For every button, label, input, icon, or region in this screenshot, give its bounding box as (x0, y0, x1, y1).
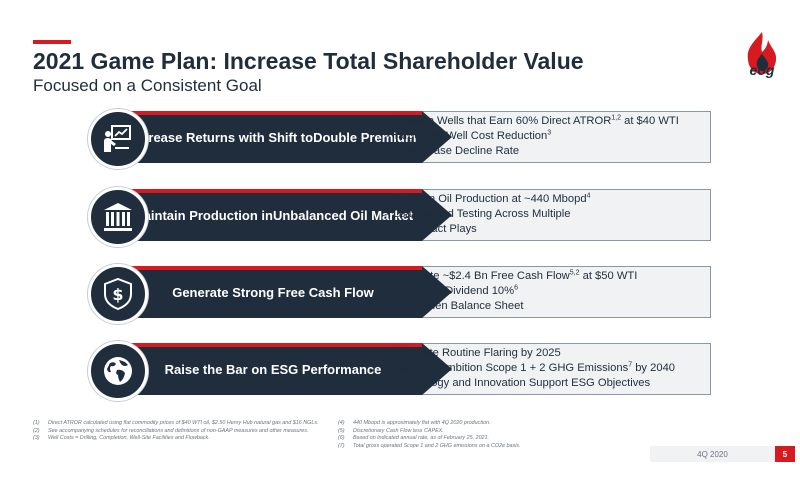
goal-label-line1: Maintain Production in (132, 207, 273, 223)
footnote: (3) Well Costs = Drilling, Completion, We… (33, 435, 210, 442)
bullet-item: - Target 5% Well Cost Reduction3 (386, 129, 552, 142)
footnote-ref: 7 (628, 361, 633, 369)
page-number: 5 (775, 446, 795, 462)
goal-banner (116, 189, 452, 241)
footnote: (5) Discretionary Cash Flow less CAPEX. (338, 427, 444, 434)
footer-quarter: 4Q 2020 (650, 446, 775, 462)
goal-row: Raise the Bar on ESG Performance - Elimin… (88, 341, 711, 401)
goal-icon-badge (88, 187, 148, 247)
goal-banner (116, 343, 452, 395)
goal-banner-accent (116, 189, 422, 193)
bullet-item: - Generate ~$2.4 Bn Free Cash Flow5,2 at… (386, 269, 638, 282)
goal-label: Increase Returns with Shift to Double Pre… (128, 111, 418, 163)
goal-banner (116, 266, 452, 318)
goal-banner-accent (116, 111, 422, 115)
bullet-item: - Eliminate Routine Flaring by 2025 (386, 347, 561, 359)
goal-label-line1: Raise the Bar on ESG Performance (164, 361, 382, 377)
goal-icon-badge: $ (88, 264, 148, 324)
goal-banner-accent (116, 266, 422, 270)
goal-row: Maintain Production in Unbalanced Oil Mar… (88, 187, 711, 247)
goal-banner-accent (116, 343, 422, 347)
page-title: 2021 Game Plan: Increase Total Sharehold… (33, 48, 584, 74)
footnote-ref: 5,2 (569, 269, 580, 277)
goal-banner (116, 111, 452, 163)
goal-bullets: - Develop Wells that Earn 60% Direct ATR… (386, 114, 706, 159)
goal-label-line2: Unbalanced Oil Market (272, 207, 414, 223)
title-accent-line (33, 40, 71, 44)
bullet-item: - Leasing and Testing Across Multiple (386, 208, 571, 220)
goal-label: Generate Strong Free Cash Flow (128, 266, 418, 318)
goal-bullets: - Generate ~$2.4 Bn Free Cash Flow5,2 at… (386, 269, 706, 314)
footnote-ref: 6 (514, 284, 519, 292)
footnote: (7) Total gross operated Scope 1 and 2 GH… (338, 442, 521, 449)
bullet-item: - Technology and Innovation Support ESG … (386, 377, 651, 389)
footnote: (2) See accompanying schedules for reconc… (33, 427, 309, 434)
dollar-shield-icon: $ (104, 277, 132, 311)
goal-row: Generate Strong Free Cash Flow $ - Generat… (88, 264, 711, 324)
bullet-item: - Lower Base Decline Rate (386, 145, 520, 157)
footnote: (4) 440 Mbopd is approximately flat with … (338, 420, 491, 426)
goal-label-line1: Generate Strong Free Cash Flow (172, 284, 374, 300)
goal-label-line2: Double Premium (313, 129, 417, 145)
goal-icon-badge (88, 341, 148, 401)
goal-icon-badge (88, 109, 148, 169)
svg-text:$: $ (112, 285, 123, 304)
bullet-item: - Strengthen Balance Sheet (386, 300, 524, 312)
footnote-ref: 1,2 (611, 114, 622, 122)
columns-building-icon (104, 203, 132, 231)
goal-label-line1: Increase Returns with Shift to (129, 129, 314, 145)
footnote: (6) Based on indicated annual rate, as of… (338, 435, 490, 442)
bullet-item: High-Impact Plays (386, 223, 477, 235)
footnote-ref: 3 (547, 129, 552, 137)
goal-label: Maintain Production in Unbalanced Oil Mar… (128, 189, 418, 241)
goal-bullets: - Eliminate Routine Flaring by 2025 - Net… (386, 346, 706, 391)
bullet-item: - Maintain Oil Production at ~440 Mbopd4 (386, 192, 591, 205)
presentation-chart-icon (104, 125, 131, 152)
goal-bullets: - Maintain Oil Production at ~440 Mbopd4… (386, 192, 706, 237)
bullet-item: - Increased Dividend 10%6 (386, 284, 519, 297)
eog-flame-logo-icon (747, 32, 777, 74)
bullet-item: - Develop Wells that Earn 60% Direct ATR… (386, 114, 679, 127)
bullet-item: - Net Zero Ambition Scope 1 + 2 GHG Emis… (386, 361, 676, 374)
logo-wordmark: eog (749, 62, 775, 78)
goal-label: Raise the Bar on ESG Performance (128, 343, 418, 395)
globe-icon (104, 357, 132, 385)
footnote-ref: 4 (586, 192, 591, 200)
footnotes-left: (1) Direct ATROR calculated using flat co… (33, 420, 333, 443)
page-subtitle: Focused on a Consistent Goal (33, 76, 262, 95)
goal-row: Increase Returns with Shift to Double Pre… (88, 109, 711, 169)
footnotes-right: (4) 440 Mbopd is approximately flat with … (338, 420, 598, 450)
footnote: (1) Direct ATROR calculated using flat co… (33, 420, 319, 426)
